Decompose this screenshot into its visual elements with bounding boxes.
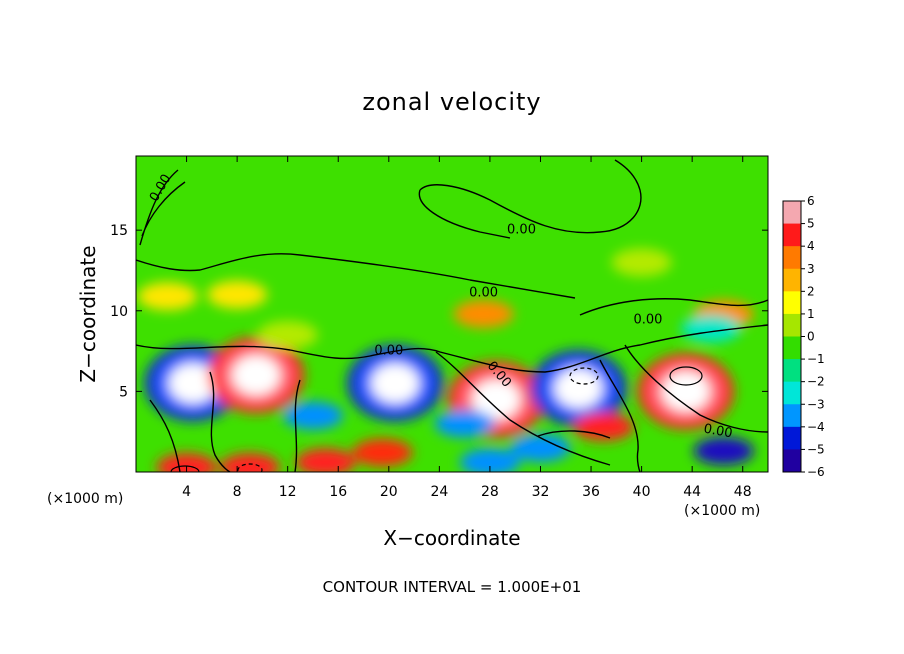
- field-blob: [257, 320, 318, 349]
- x-tick-label: 44: [683, 484, 701, 500]
- plot-area: 0.000.000.000.000.000.000.00: [136, 156, 768, 472]
- contour-line: [569, 367, 599, 385]
- colorbar-swatch: [783, 313, 801, 337]
- y-tick-label: 15: [110, 223, 128, 239]
- contour-line: [419, 159, 642, 234]
- x-tick-label: 32: [532, 484, 550, 500]
- colorbar-swatch: [783, 336, 801, 360]
- contour-line: [579, 298, 768, 316]
- x-tick-label: 48: [734, 484, 752, 500]
- colorbar-tick-label: −2: [807, 375, 825, 389]
- x-unit-label-left: (×1000 m): [47, 491, 124, 507]
- colorbar-tick-label: 4: [807, 239, 815, 253]
- field-blob: [371, 363, 420, 404]
- x-tick-label: 16: [329, 484, 347, 500]
- colorbar-tick-label: 1: [807, 307, 815, 321]
- contour-label: 0.00: [633, 313, 662, 328]
- colorbar-swatch: [783, 223, 801, 247]
- contour-line: [669, 366, 703, 386]
- colorbar-tick-label: 2: [807, 284, 815, 298]
- field-blob: [219, 453, 280, 472]
- colorbar-tick-label: 5: [807, 217, 815, 231]
- x-axis-label: X−coordinate: [383, 526, 521, 550]
- field-blob: [295, 448, 356, 472]
- x-tick-label: 12: [279, 484, 297, 500]
- colorbar-swatch: [783, 426, 801, 450]
- colorbar-swatch: [783, 381, 801, 405]
- colorbar-tick-label: −1: [807, 352, 825, 366]
- field-blob: [137, 282, 198, 311]
- colorbar-swatch: [783, 404, 801, 428]
- colorbar-swatch: [783, 359, 801, 383]
- contour-line: [537, 430, 611, 439]
- contour-line: [209, 371, 231, 472]
- field-blob: [472, 379, 521, 420]
- x-tick-label: 4: [182, 484, 191, 500]
- field-blob: [156, 453, 217, 472]
- colorbar-swatch: [783, 449, 801, 473]
- colorbar-swatch: [783, 291, 801, 315]
- contour-line: [599, 359, 641, 472]
- field-blob: [453, 300, 514, 328]
- colorbar: 6 5 4 3 2 1 0 −1 −2 −3 −4 −5 −6: [782, 194, 825, 479]
- colorbar-tick-label: −3: [807, 397, 825, 411]
- x-tick-label: 28: [481, 484, 499, 500]
- y-axis-ticks: 5 10 15: [110, 223, 768, 400]
- field-blob: [434, 409, 495, 438]
- contour-line: [139, 169, 186, 246]
- field-blob: [168, 363, 217, 404]
- y-tick-label: 10: [110, 304, 128, 320]
- contour-line: [418, 189, 511, 239]
- contour-line: [237, 463, 263, 472]
- y-tick-label: 5: [119, 384, 128, 400]
- contour-labels: 0.000.000.000.000.000.000.00: [147, 172, 734, 442]
- field-blob: [459, 448, 520, 472]
- field-blob: [510, 433, 571, 462]
- colorbar-swatch: [783, 201, 801, 225]
- chart-title: zonal velocity: [362, 88, 542, 116]
- x-tick-label: 20: [380, 484, 398, 500]
- field-blob: [232, 355, 281, 396]
- field-blob: [282, 401, 343, 430]
- contour-label: 0.00: [374, 343, 403, 358]
- contour-line: [294, 379, 301, 472]
- field-blob: [693, 437, 754, 466]
- x-tick-label: 24: [430, 484, 448, 500]
- colorbar-swatch: [783, 246, 801, 270]
- field-blob: [207, 280, 268, 309]
- x-tick-label: 36: [582, 484, 600, 500]
- field-features: [137, 248, 754, 472]
- x-unit-label-right: (×1000 m): [684, 503, 761, 519]
- zero-contours: [136, 159, 768, 472]
- field-blob: [554, 368, 603, 409]
- field-blob: [352, 438, 413, 467]
- contour-interval-note: CONTOUR INTERVAL = 1.000E+01: [322, 578, 582, 596]
- colorbar-tick-label: 0: [807, 330, 815, 344]
- contour-label: 0.00: [469, 285, 498, 300]
- contour-line: [435, 351, 611, 466]
- colorbar-tick-label: 6: [807, 194, 815, 208]
- contour-line: [149, 399, 181, 472]
- colorbar-swatch: [783, 268, 801, 292]
- contour-line: [136, 324, 768, 373]
- contour-line: [170, 465, 200, 472]
- colorbar-tick-label: −5: [807, 442, 825, 456]
- x-tick-label: 8: [233, 484, 242, 500]
- field-blob: [611, 248, 672, 277]
- contour-label: 0.00: [507, 222, 536, 237]
- contour-line: [136, 253, 576, 299]
- x-tick-label: 40: [633, 484, 651, 500]
- colorbar-tick-label: −6: [807, 465, 825, 479]
- field-blob: [573, 412, 634, 441]
- x-axis-ticks: 4 8 12 16 20 24 28 32 36 40 44 48: [182, 156, 752, 500]
- contour-line: [624, 344, 768, 433]
- colorbar-tick-label: 3: [807, 262, 815, 276]
- colorbar-tick-label: −4: [807, 420, 825, 434]
- contour-label: 0.00: [702, 422, 733, 442]
- field-blob: [681, 314, 742, 343]
- plot-frame: [135, 155, 769, 473]
